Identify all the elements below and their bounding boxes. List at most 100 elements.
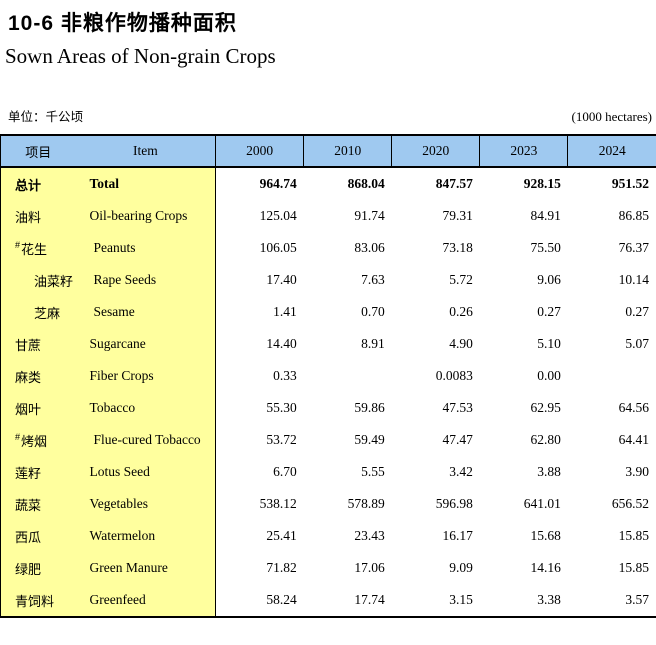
value-cell: 868.04 [304,167,392,200]
value-cell: 847.57 [392,167,480,200]
value-cell: 55.30 [216,392,304,424]
value-cell: 53.72 [216,424,304,456]
header-item-en: Item [76,135,216,167]
value-cell: 3.90 [568,456,656,488]
value-cell: 17.06 [304,552,392,584]
header-year-2024: 2024 [568,135,656,167]
value-cell: 641.01 [480,488,568,520]
header-year-2023: 2023 [480,135,568,167]
value-cell [568,360,656,392]
value-cell: 62.95 [480,392,568,424]
item-label-en: Sesame [76,296,216,328]
item-label-en: Green Manure [76,552,216,584]
value-cell: 928.15 [480,167,568,200]
value-cell: 6.70 [216,456,304,488]
value-cell: 15.68 [480,520,568,552]
item-label-zh: 莲籽 [1,456,76,488]
value-cell: 5.10 [480,328,568,360]
item-label-zh: 绿肥 [1,552,76,584]
hash-mark: # [15,432,20,442]
value-cell: 5.07 [568,328,656,360]
value-cell: 578.89 [304,488,392,520]
item-label-en: Watermelon [76,520,216,552]
value-cell: 0.26 [392,296,480,328]
value-cell: 964.74 [216,167,304,200]
value-cell: 125.04 [216,200,304,232]
value-cell: 1.41 [216,296,304,328]
hash-mark: # [15,240,20,250]
value-cell: 9.09 [392,552,480,584]
value-cell: 73.18 [392,232,480,264]
item-label-zh: #花生 [1,232,76,264]
value-cell: 3.57 [568,584,656,617]
value-cell: 5.55 [304,456,392,488]
value-cell: 596.98 [392,488,480,520]
value-cell: 47.47 [392,424,480,456]
item-label-en: Oil-bearing Crops [76,200,216,232]
value-cell: 76.37 [568,232,656,264]
value-cell: 64.41 [568,424,656,456]
item-label-en: Tobacco [76,392,216,424]
value-cell: 58.24 [216,584,304,617]
item-label-zh: 总计 [1,167,76,200]
value-cell: 5.72 [392,264,480,296]
item-label-zh: 烟叶 [1,392,76,424]
value-cell: 59.86 [304,392,392,424]
item-label-zh: 甘蔗 [1,328,76,360]
value-cell: 14.40 [216,328,304,360]
value-cell: 0.00 [480,360,568,392]
item-label-en: Greenfeed [76,584,216,617]
page-title: 10-6 非粮作物播种面积 [8,7,656,37]
page-subtitle: Sown Areas of Non-grain Crops [5,44,656,69]
value-cell: 17.74 [304,584,392,617]
value-cell: 47.53 [392,392,480,424]
value-cell: 75.50 [480,232,568,264]
value-cell: 83.06 [304,232,392,264]
unit-label-en: (1000 hectares) [572,109,653,125]
value-cell: 25.41 [216,520,304,552]
value-cell: 79.31 [392,200,480,232]
item-label-en: Fiber Crops [76,360,216,392]
value-cell: 3.88 [480,456,568,488]
value-cell: 0.70 [304,296,392,328]
item-label-zh: 芝麻 [1,296,76,328]
value-cell: 86.85 [568,200,656,232]
value-cell: 16.17 [392,520,480,552]
item-label-zh: 油料 [1,200,76,232]
value-cell: 0.27 [480,296,568,328]
header-item-zh: 项目 [1,135,76,167]
value-cell: 7.63 [304,264,392,296]
header-year-2000: 2000 [216,135,304,167]
value-cell: 3.38 [480,584,568,617]
item-label-en: Flue-cured Tobacco [76,424,216,456]
value-cell: 15.85 [568,520,656,552]
value-cell: 71.82 [216,552,304,584]
value-cell: 106.05 [216,232,304,264]
value-cell: 91.74 [304,200,392,232]
value-cell: 84.91 [480,200,568,232]
value-cell: 3.15 [392,584,480,617]
value-cell: 10.14 [568,264,656,296]
item-label-en: Sugarcane [76,328,216,360]
unit-line: 单位：千公顷 (1000 hectares) [8,106,652,125]
value-cell: 0.33 [216,360,304,392]
item-label-en: Rape Seeds [76,264,216,296]
header-year-2020: 2020 [392,135,480,167]
value-cell: 14.16 [480,552,568,584]
value-cell: 0.27 [568,296,656,328]
table-header-row: 项目 Item 2000 2010 2020 2023 2024 [1,135,656,167]
item-label-zh: 蔬菜 [1,488,76,520]
